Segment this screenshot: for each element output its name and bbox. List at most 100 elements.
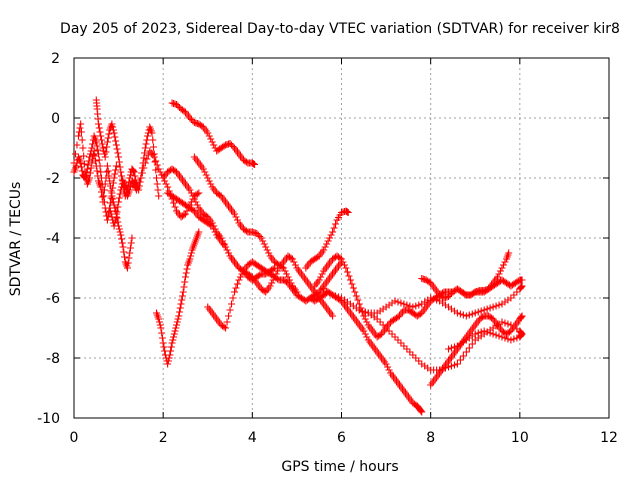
data-point xyxy=(488,314,496,322)
data-point xyxy=(94,172,102,180)
data-point xyxy=(450,361,458,369)
data-point xyxy=(175,312,183,320)
x-tick-label: 12 xyxy=(600,430,618,446)
data-point xyxy=(233,216,241,224)
series-track-14 xyxy=(320,282,526,320)
data-point xyxy=(477,328,485,336)
data-point xyxy=(342,264,350,272)
data-point xyxy=(96,128,104,136)
x-axis-title: GPS time / hours xyxy=(281,459,398,475)
data-point xyxy=(150,153,158,161)
data-point xyxy=(259,237,267,245)
data-point xyxy=(262,243,270,251)
data-point xyxy=(329,291,337,299)
data-point xyxy=(179,288,187,296)
data-point xyxy=(507,294,515,302)
data-point xyxy=(363,318,371,326)
data-point xyxy=(106,199,114,207)
data-point xyxy=(363,333,371,341)
data-point xyxy=(394,298,402,306)
data-point xyxy=(134,182,142,190)
data-point xyxy=(446,291,454,299)
data-point xyxy=(281,267,289,275)
data-point xyxy=(418,408,426,416)
data-point xyxy=(263,246,271,254)
data-point xyxy=(143,155,151,163)
data-point xyxy=(256,233,264,240)
data-point xyxy=(385,327,393,335)
data-point xyxy=(101,153,109,161)
data-points xyxy=(70,96,526,416)
data-point xyxy=(517,283,525,291)
data-point xyxy=(318,270,326,278)
data-point xyxy=(425,278,433,286)
data-point xyxy=(86,150,94,158)
data-point xyxy=(166,351,174,359)
x-tick-label: 8 xyxy=(426,430,435,446)
data-point xyxy=(171,203,179,211)
data-point xyxy=(126,171,134,179)
data-point xyxy=(113,145,121,153)
data-point xyxy=(178,296,186,304)
data-point xyxy=(501,258,509,266)
y-tick-label: -4 xyxy=(46,231,60,247)
data-point xyxy=(501,319,509,327)
data-point xyxy=(447,344,455,352)
data-point xyxy=(202,212,210,220)
data-point xyxy=(518,276,526,284)
data-point xyxy=(155,192,163,200)
data-point xyxy=(474,308,482,316)
data-point xyxy=(518,330,526,338)
data-point xyxy=(251,161,259,168)
data-point xyxy=(181,278,189,286)
y-tick-label: -6 xyxy=(46,291,60,307)
data-point xyxy=(94,146,102,154)
data-point xyxy=(352,292,360,300)
data-point xyxy=(98,180,106,188)
data-point xyxy=(162,180,170,188)
data-point xyxy=(158,334,166,342)
data-point xyxy=(222,243,230,251)
data-point xyxy=(462,312,470,320)
data-point xyxy=(117,231,125,239)
data-point xyxy=(465,311,473,319)
y-tick-label: -2 xyxy=(46,171,60,187)
grid xyxy=(74,58,609,418)
data-point xyxy=(171,167,179,175)
data-point xyxy=(412,354,420,362)
data-point xyxy=(226,140,234,147)
data-point xyxy=(228,141,236,149)
data-point xyxy=(205,132,213,140)
data-point xyxy=(260,240,268,248)
data-point xyxy=(324,237,332,245)
data-point xyxy=(417,407,425,415)
data-point xyxy=(412,302,420,310)
data-point xyxy=(379,321,387,329)
data-point xyxy=(72,162,80,170)
data-point xyxy=(141,159,149,167)
data-point xyxy=(140,164,148,172)
data-point xyxy=(158,171,166,179)
data-point xyxy=(461,290,469,298)
data-point xyxy=(223,318,231,326)
data-point xyxy=(111,170,119,178)
data-point xyxy=(104,134,112,142)
data-point xyxy=(223,246,231,254)
data-point xyxy=(113,208,121,216)
data-point xyxy=(114,203,122,211)
data-point xyxy=(193,201,201,209)
data-point xyxy=(355,300,363,308)
data-point xyxy=(153,180,161,188)
data-point xyxy=(287,254,295,262)
data-point xyxy=(167,343,175,351)
data-point xyxy=(115,198,123,206)
data-point xyxy=(228,300,236,308)
data-point xyxy=(115,194,123,202)
data-point xyxy=(152,157,160,165)
data-point xyxy=(98,140,106,148)
data-point xyxy=(102,148,110,156)
data-point xyxy=(74,132,82,140)
data-point xyxy=(385,366,393,374)
data-point xyxy=(104,167,112,175)
